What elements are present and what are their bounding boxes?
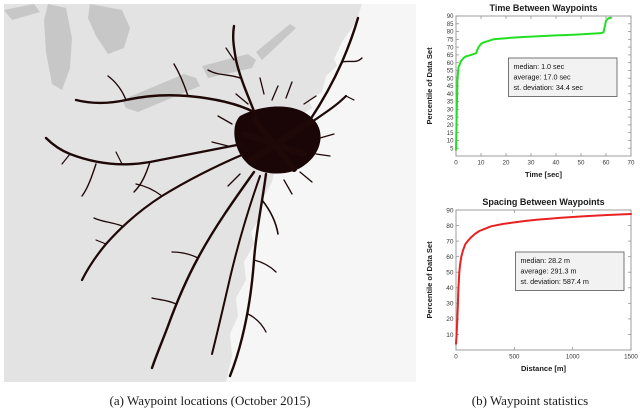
svg-text:80: 80 bbox=[446, 223, 454, 230]
svg-text:60: 60 bbox=[602, 160, 609, 167]
svg-text:40: 40 bbox=[446, 92, 453, 98]
svg-text:Distance [m]: Distance [m] bbox=[520, 364, 566, 373]
subfigure-b: Time Between Waypoints 0 10 20 30 40 50 60 70 5 10… bbox=[420, 0, 640, 415]
svg-text:50: 50 bbox=[446, 76, 453, 82]
svg-text:50: 50 bbox=[446, 270, 454, 277]
svg-text:40: 40 bbox=[446, 285, 454, 292]
waypoint-network bbox=[44, 16, 363, 378]
svg-text:Spacing Between Waypoints: Spacing Between Waypoints bbox=[482, 197, 604, 207]
svg-text:90: 90 bbox=[446, 207, 454, 214]
svg-text:Percentile of Data Set: Percentile of Data Set bbox=[425, 241, 434, 319]
caption-b: (b) Waypoint statistics bbox=[471, 393, 589, 408]
svg-text:15: 15 bbox=[446, 131, 453, 137]
svg-text:20: 20 bbox=[446, 123, 453, 129]
svg-text:85: 85 bbox=[446, 22, 453, 28]
svg-text:1500: 1500 bbox=[624, 354, 638, 361]
svg-text:10: 10 bbox=[477, 160, 484, 167]
svg-text:1000: 1000 bbox=[565, 354, 579, 361]
svg-text:60: 60 bbox=[446, 254, 454, 261]
svg-text:500: 500 bbox=[509, 354, 520, 361]
subfigure-a: (a) Waypoint locations (October 2015) bbox=[4, 4, 416, 408]
svg-text:80: 80 bbox=[446, 30, 453, 36]
svg-text:50: 50 bbox=[577, 160, 584, 167]
svg-text:40: 40 bbox=[552, 160, 559, 167]
caption-a: (a) Waypoint locations (October 2015) bbox=[109, 393, 311, 408]
svg-text:30: 30 bbox=[446, 108, 453, 114]
svg-text:20: 20 bbox=[446, 316, 454, 323]
waypoint-map bbox=[4, 4, 416, 382]
svg-text:70: 70 bbox=[446, 45, 453, 51]
svg-text:average: 17.0 sec: average: 17.0 sec bbox=[513, 73, 571, 82]
svg-text:0: 0 bbox=[454, 160, 458, 167]
svg-text:10: 10 bbox=[446, 332, 454, 339]
svg-text:10: 10 bbox=[446, 139, 453, 145]
svg-text:30: 30 bbox=[527, 160, 534, 167]
svg-text:60: 60 bbox=[446, 61, 453, 67]
svg-text:70: 70 bbox=[446, 238, 454, 245]
svg-text:Percentile of Data Set: Percentile of Data Set bbox=[425, 47, 434, 125]
svg-text:Time [sec]: Time [sec] bbox=[525, 170, 562, 179]
svg-text:5: 5 bbox=[450, 146, 454, 152]
svg-text:35: 35 bbox=[446, 100, 453, 106]
spacing-chart: Spacing Between Waypoints 0 500 1000 1500 10 2… bbox=[425, 197, 638, 373]
svg-text:45: 45 bbox=[446, 84, 453, 90]
svg-text:30: 30 bbox=[446, 301, 454, 308]
svg-text:25: 25 bbox=[446, 115, 453, 121]
svg-text:70: 70 bbox=[627, 160, 634, 167]
svg-text:0: 0 bbox=[454, 354, 458, 361]
svg-text:90: 90 bbox=[446, 14, 453, 20]
svg-text:st. deviation: 34.4 sec: st. deviation: 34.4 sec bbox=[513, 83, 583, 92]
svg-text:75: 75 bbox=[446, 38, 453, 44]
svg-text:median: 28.2 m: median: 28.2 m bbox=[520, 256, 570, 265]
svg-text:average: 291.3 m: average: 291.3 m bbox=[520, 267, 576, 276]
svg-text:Time Between Waypoints: Time Between Waypoints bbox=[489, 3, 597, 13]
svg-text:st. deviation: 587.4 m: st. deviation: 587.4 m bbox=[520, 277, 588, 286]
svg-text:65: 65 bbox=[446, 53, 453, 59]
svg-text:median: 1.0 sec: median: 1.0 sec bbox=[513, 62, 564, 71]
svg-text:55: 55 bbox=[446, 69, 453, 75]
svg-text:20: 20 bbox=[502, 160, 509, 167]
map-lakes bbox=[4, 4, 296, 112]
